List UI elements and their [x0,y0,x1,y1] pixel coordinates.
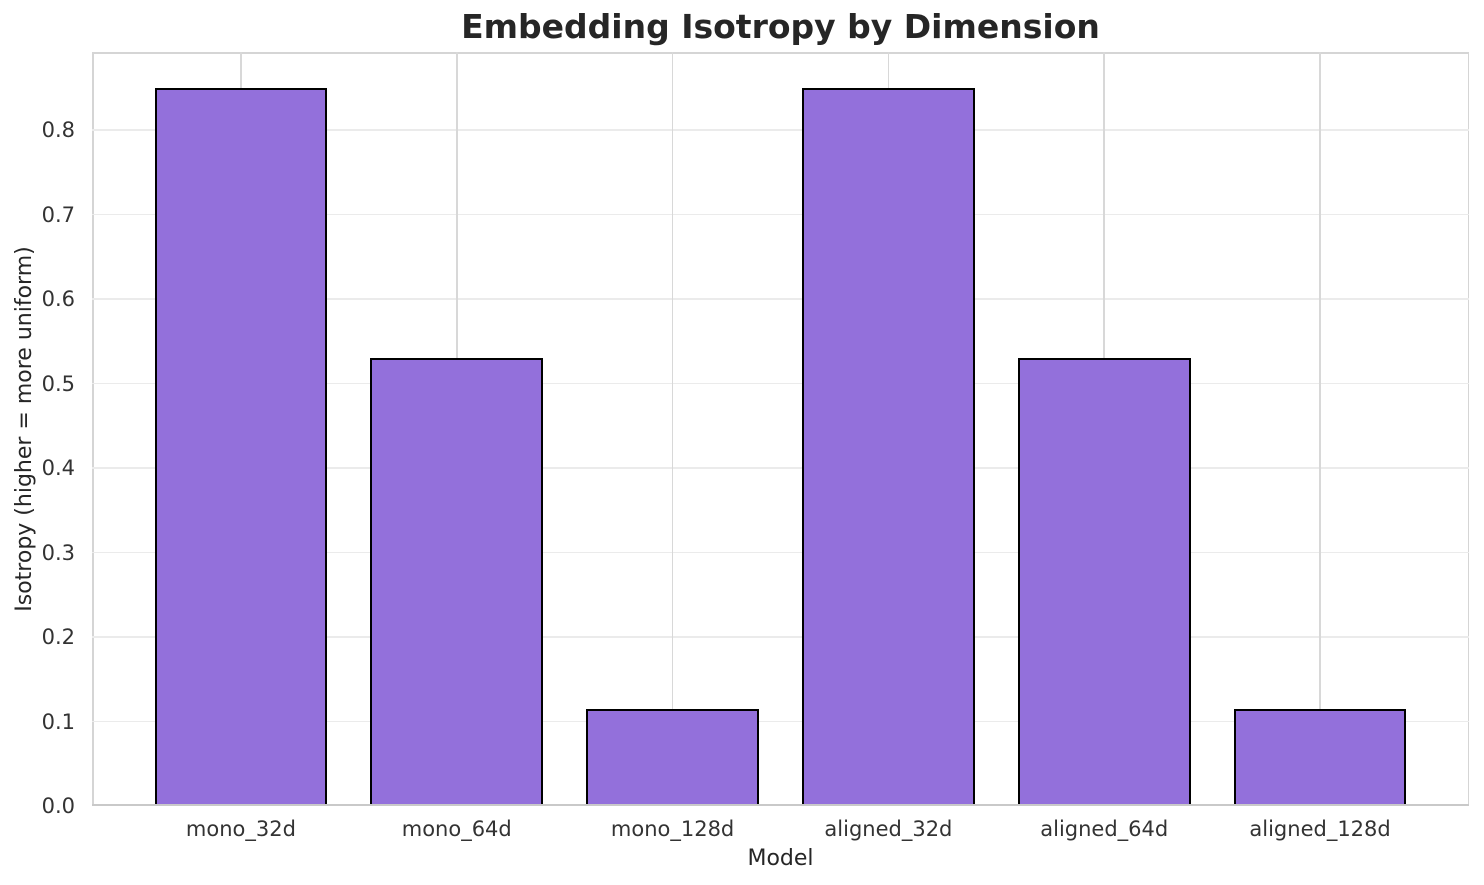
gridline-h-0.7 [92,213,1469,216]
spine-bottom [92,804,1469,806]
gridline-v-aligned_128d [1319,52,1321,806]
gridline-h-0.5 [92,382,1469,385]
gridline-h-0.8 [92,129,1469,131]
y-tick-0.8: 0.8 [41,118,75,143]
chart-title: Embedding Isotropy by Dimension [461,7,1100,46]
gridline-h-0.1 [92,720,1469,723]
spine-top [92,52,1469,54]
x-tick-aligned_128d: aligned_128d [1249,817,1391,841]
gridline-h-0.6 [92,298,1469,300]
x-axis-label: Model [747,846,814,871]
y-tick-0.2: 0.2 [41,625,75,650]
y-tick-0.7: 0.7 [41,202,75,227]
x-tick-aligned_64d: aligned_64d [1040,817,1169,841]
y-tick-0.0: 0.0 [41,794,75,818]
bar-mono_32d [154,87,328,806]
bar-mono_128d [586,708,759,806]
bar-mono_64d [370,358,544,806]
y-tick-0.5: 0.5 [41,371,75,396]
gridline-h-0.4 [92,467,1469,469]
x-tick-mono_64d: mono_64d [401,817,512,841]
x-tick-mono_32d: mono_32d [185,817,296,841]
gridline-h-0.3 [92,551,1469,554]
x-tick-mono_128d: mono_128d [610,817,735,841]
spine-left [92,52,94,806]
gridline-h-0.2 [92,636,1469,638]
gridline-v-mono_128d [671,52,674,806]
bar-aligned_32d [802,87,975,806]
y-tick-0.1: 0.1 [41,709,75,734]
spine-right [1467,52,1469,806]
plot-area [92,52,1469,806]
y-axis-label: Isotropy (higher = more uniform) [12,246,37,612]
x-tick-aligned_32d: aligned_32d [824,817,953,841]
y-tick-0.6: 0.6 [41,287,75,312]
y-tick-0.4: 0.4 [41,456,75,481]
bar-aligned_64d [1017,358,1191,806]
bar-aligned_128d [1233,708,1407,806]
y-tick-0.3: 0.3 [41,540,75,565]
